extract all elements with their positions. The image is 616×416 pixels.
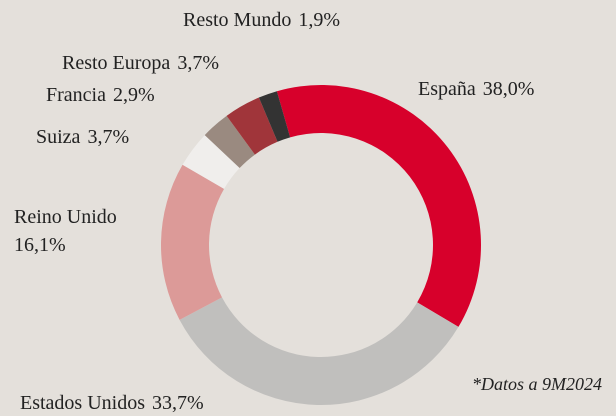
- category-name: Resto Mundo: [183, 9, 291, 31]
- segment-label: Reino Unido 16,1%: [14, 206, 117, 256]
- category-name: Suiza: [36, 126, 81, 148]
- category-name: Francia: [46, 84, 106, 106]
- category-name: Resto Europa: [62, 52, 170, 74]
- donut-segment: [204, 115, 255, 169]
- segment-label: Suiza 3,7%: [36, 126, 129, 148]
- value-label: 33,7%: [152, 392, 204, 414]
- donut-segment: [182, 135, 240, 189]
- segment-label: Estados Unidos 33,7%: [20, 392, 204, 414]
- value-label: 3,7%: [87, 126, 129, 148]
- segment-label: Resto Europa 3,7%: [62, 52, 219, 74]
- annotation: *Datos a 9M2024: [472, 374, 602, 394]
- category-name: Estados Unidos: [20, 392, 145, 414]
- value-label: 1,9%: [298, 9, 340, 31]
- donut-segment: [258, 91, 291, 142]
- category-name: Reino Unido: [14, 206, 117, 228]
- value-label: 38,0%: [483, 78, 535, 100]
- donut-segment: [276, 84, 481, 327]
- value-label: 2,9%: [113, 84, 155, 106]
- value-label: 16,1%: [14, 234, 66, 256]
- segment-label: Resto Mundo 1,9%: [183, 9, 340, 31]
- donut-segment: [160, 164, 225, 320]
- donut-segment: [179, 297, 459, 405]
- segment-label: España 38,0%: [418, 78, 534, 100]
- donut-segment: [226, 97, 278, 155]
- value-label: 3,7%: [177, 52, 219, 74]
- segment-label: Francia 2,9%: [46, 84, 155, 106]
- category-name: España: [418, 78, 476, 100]
